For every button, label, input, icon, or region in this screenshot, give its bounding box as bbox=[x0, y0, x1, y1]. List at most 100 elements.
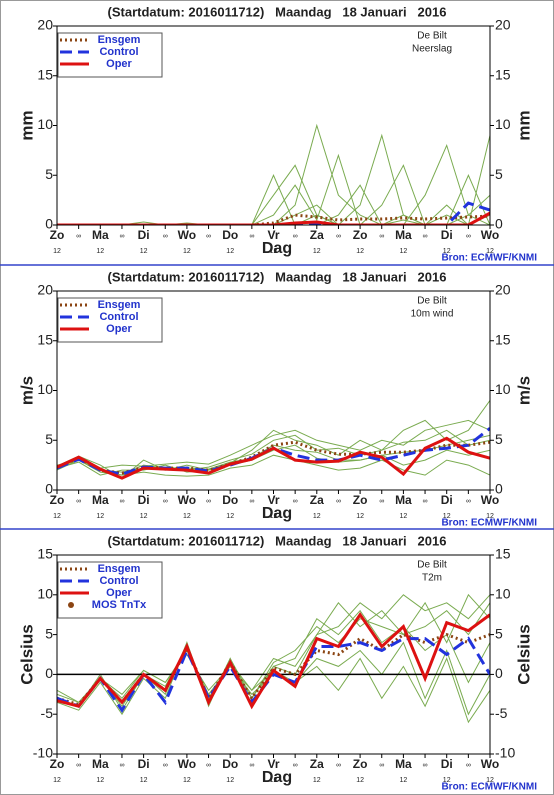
hour-label: 12 bbox=[313, 248, 321, 255]
y-tick-label-right: -5 bbox=[495, 705, 508, 721]
x-tick-label: Do bbox=[222, 228, 238, 242]
hour-label: 12 bbox=[140, 248, 148, 255]
x-axis-label: Dag bbox=[262, 769, 292, 786]
hour-label: 12 bbox=[96, 513, 104, 520]
y-tick-label: 20 bbox=[37, 282, 53, 298]
x-tick-label: Di bbox=[441, 228, 453, 242]
y-tick-label: 15 bbox=[37, 66, 53, 82]
hour-label: 12 bbox=[96, 248, 104, 255]
y-tick-label: 10 bbox=[37, 586, 53, 602]
hour-label: 12 bbox=[356, 777, 364, 784]
hour-label: 12 bbox=[400, 248, 408, 255]
annotation: T2m bbox=[422, 573, 442, 584]
x-tick-label: Ma bbox=[92, 757, 109, 771]
y-tick-label-right: 0 bbox=[495, 216, 503, 232]
x-tick-label: Ma bbox=[395, 493, 412, 507]
legend-label: Ensgem bbox=[98, 34, 141, 46]
x-tick-label: Wo bbox=[178, 228, 196, 242]
hour-label: 12 bbox=[53, 777, 61, 784]
x-tick-label: ∞ bbox=[206, 233, 211, 240]
x-tick-label: ∞ bbox=[466, 762, 471, 769]
legend-label: Oper bbox=[106, 587, 132, 599]
hour-label: 12 bbox=[356, 513, 364, 520]
x-tick-label: ∞ bbox=[423, 233, 428, 240]
hour-label: 12 bbox=[356, 248, 364, 255]
hour-label: 12 bbox=[443, 513, 451, 520]
legend-label: Control bbox=[99, 46, 138, 58]
x-tick-label: Do bbox=[222, 493, 238, 507]
x-axis-label: Dag bbox=[262, 505, 292, 522]
ensemble-member bbox=[57, 609, 490, 716]
plot-border bbox=[56, 25, 491, 226]
y-axis-label-right: Celsius bbox=[514, 624, 533, 684]
hour-label: 12 bbox=[140, 777, 148, 784]
y-axis-label-right: mm bbox=[514, 110, 533, 140]
hour-label: 12 bbox=[53, 248, 61, 255]
x-tick-label: ∞ bbox=[249, 762, 254, 769]
y-tick-label-right: 10 bbox=[495, 116, 511, 132]
y-tick-label-right: 10 bbox=[495, 381, 511, 397]
series-line bbox=[57, 612, 490, 710]
x-tick-label: ∞ bbox=[293, 498, 298, 505]
x-tick-label: ∞ bbox=[163, 498, 168, 505]
x-tick-label: Di bbox=[138, 228, 150, 242]
hour-label: 12 bbox=[53, 513, 61, 520]
y-tick-label-right: 15 bbox=[495, 66, 511, 82]
annotation: De Bilt bbox=[417, 296, 447, 307]
y-tick-label: 10 bbox=[37, 381, 53, 397]
plot-border bbox=[56, 290, 491, 491]
plot bbox=[57, 123, 490, 225]
y-tick-label: 10 bbox=[37, 116, 53, 132]
hour-label: 12 bbox=[270, 513, 278, 520]
x-tick-label: ∞ bbox=[466, 498, 471, 505]
ensemble-member bbox=[57, 419, 490, 469]
x-tick-label: Za bbox=[310, 493, 324, 507]
hour-label: 12 bbox=[226, 248, 234, 255]
legend-label: Control bbox=[99, 311, 138, 323]
legend-label: Ensgem bbox=[98, 299, 141, 311]
y-tick-label-right: 15 bbox=[495, 331, 511, 347]
legend-label: Oper bbox=[106, 58, 132, 70]
x-tick-label: ∞ bbox=[249, 498, 254, 505]
ensemble-member bbox=[57, 400, 490, 479]
x-tick-label: ∞ bbox=[206, 498, 211, 505]
hour-label: 12 bbox=[96, 777, 104, 784]
x-tick-label: Wo bbox=[178, 493, 196, 507]
hour-label: 12 bbox=[140, 513, 148, 520]
ensemble-member bbox=[57, 135, 490, 225]
x-tick-label: ∞ bbox=[163, 762, 168, 769]
x-tick-label: Wo bbox=[481, 228, 499, 242]
x-tick-label: Za bbox=[310, 757, 324, 771]
y-tick-label-right: 20 bbox=[495, 17, 511, 33]
x-tick-label: ∞ bbox=[249, 233, 254, 240]
y-tick-label: 0 bbox=[45, 216, 53, 232]
plot-border bbox=[56, 554, 491, 755]
x-tick-label: Za bbox=[310, 228, 324, 242]
x-tick-label: Do bbox=[222, 757, 238, 771]
x-tick-label: ∞ bbox=[466, 233, 471, 240]
x-tick-label: Zo bbox=[50, 228, 65, 242]
x-tick-label: ∞ bbox=[336, 762, 341, 769]
x-tick-label: ∞ bbox=[379, 233, 384, 240]
x-tick-label: Vr bbox=[267, 493, 279, 507]
x-tick-label: ∞ bbox=[336, 233, 341, 240]
y-axis-label-right: m/s bbox=[514, 376, 533, 405]
legend-swatch bbox=[68, 602, 74, 608]
y-tick-label-right: 15 bbox=[495, 546, 511, 562]
source: Bron: ECMWF/KNMI bbox=[441, 253, 537, 264]
y-tick-label-right: 0 bbox=[495, 665, 503, 681]
hour-label: 12 bbox=[226, 513, 234, 520]
hour-label: 12 bbox=[486, 513, 494, 520]
x-tick-label: Zo bbox=[50, 757, 65, 771]
x-tick-label: Zo bbox=[353, 228, 368, 242]
y-tick-label-right: 20 bbox=[495, 282, 511, 298]
hour-label: 12 bbox=[270, 248, 278, 255]
chart-title: (Startdatum: 2016011712) Maandag 18 Janu… bbox=[108, 4, 447, 19]
ensemble-member bbox=[57, 164, 490, 225]
x-tick-label: ∞ bbox=[119, 498, 124, 505]
hour-label: 12 bbox=[400, 777, 408, 784]
ensemble-member bbox=[57, 214, 490, 225]
x-tick-label: ∞ bbox=[293, 762, 298, 769]
series-line bbox=[57, 436, 490, 480]
